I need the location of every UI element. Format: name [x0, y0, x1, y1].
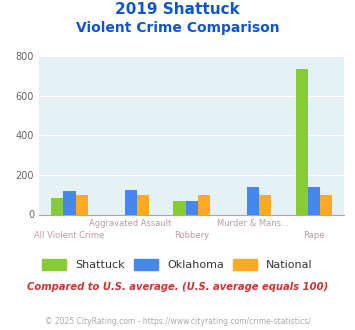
Text: Rape: Rape	[303, 231, 324, 240]
Bar	[308, 187, 320, 214]
Bar	[186, 201, 198, 214]
Text: Violent Crime Comparison: Violent Crime Comparison	[76, 21, 279, 35]
Bar	[295, 69, 308, 214]
Bar	[198, 195, 210, 214]
Bar	[247, 187, 259, 214]
Bar	[125, 190, 137, 215]
Bar	[76, 195, 88, 214]
Text: All Violent Crime: All Violent Crime	[34, 231, 105, 240]
Text: Aggravated Assault: Aggravated Assault	[89, 219, 172, 228]
Bar	[64, 191, 76, 214]
Bar	[137, 195, 149, 214]
Text: Murder & Mans...: Murder & Mans...	[217, 219, 289, 228]
Bar	[173, 201, 186, 214]
Text: Robbery: Robbery	[174, 231, 209, 240]
Bar	[320, 195, 332, 214]
Legend: Shattuck, Oklahoma, National: Shattuck, Oklahoma, National	[38, 255, 317, 275]
Text: © 2025 CityRating.com - https://www.cityrating.com/crime-statistics/: © 2025 CityRating.com - https://www.city…	[45, 317, 310, 326]
Text: Compared to U.S. average. (U.S. average equals 100): Compared to U.S. average. (U.S. average …	[27, 282, 328, 292]
Bar	[259, 195, 271, 214]
Bar	[51, 198, 64, 214]
Text: 2019 Shattuck: 2019 Shattuck	[115, 2, 240, 16]
